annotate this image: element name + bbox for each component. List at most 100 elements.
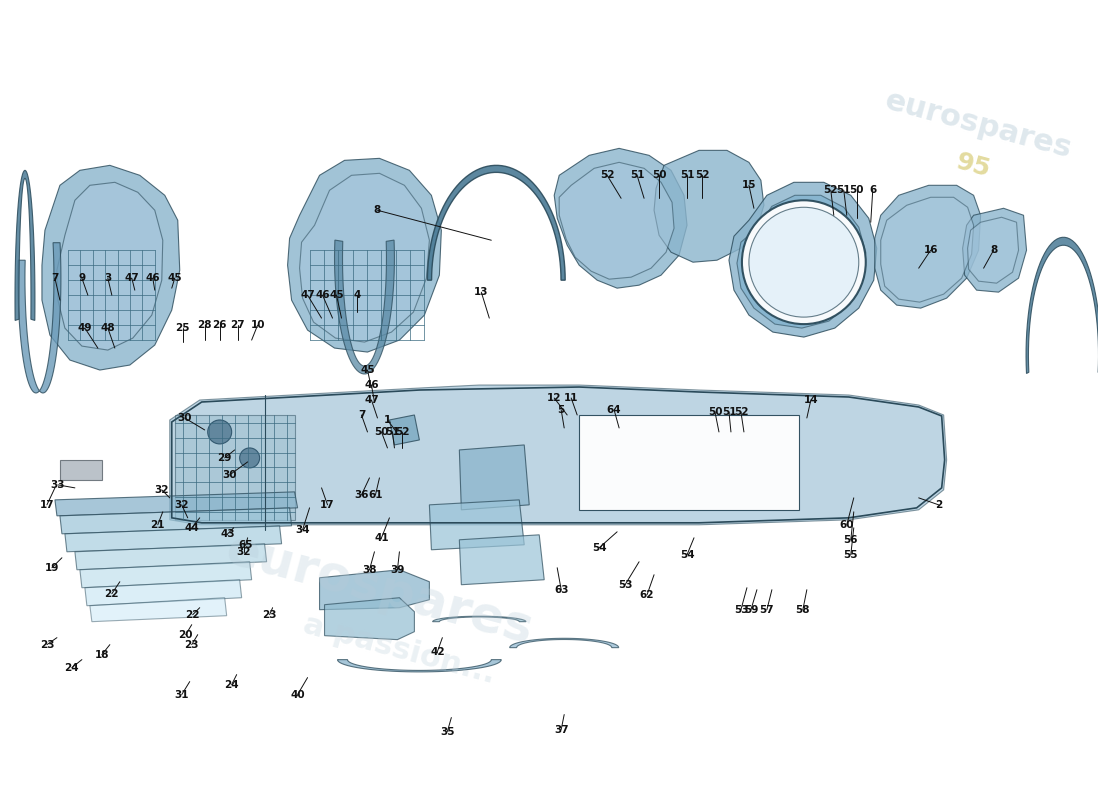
Text: 26: 26 [212,320,227,330]
Text: 58: 58 [795,605,810,614]
Text: 36: 36 [354,490,368,500]
Polygon shape [59,508,292,534]
Text: 47: 47 [124,273,140,283]
Text: 47: 47 [300,290,315,300]
Polygon shape [654,150,763,262]
Text: 56: 56 [844,534,858,545]
Polygon shape [432,616,526,622]
Text: 3: 3 [104,273,111,283]
Text: 39: 39 [390,565,405,574]
Text: 51: 51 [630,170,645,180]
Text: 32: 32 [154,485,169,495]
Polygon shape [324,598,415,640]
Text: 37: 37 [554,725,569,734]
Circle shape [749,207,859,317]
Circle shape [208,420,232,444]
Polygon shape [509,638,618,648]
Text: 41: 41 [374,533,388,543]
Text: 45: 45 [167,273,183,283]
Text: 38: 38 [362,565,376,574]
Text: a passion...: a passion... [300,610,498,690]
Text: 7: 7 [52,273,58,283]
Text: 45: 45 [329,290,344,300]
Text: 47: 47 [364,395,378,405]
Text: 34: 34 [295,525,310,535]
Polygon shape [460,445,529,510]
Polygon shape [334,240,395,374]
Text: 17: 17 [40,500,54,510]
Text: 48: 48 [100,323,116,333]
Text: 7: 7 [358,410,365,420]
Polygon shape [65,526,282,552]
Text: 22: 22 [186,610,200,620]
Polygon shape [338,660,502,672]
Text: 20: 20 [178,630,192,640]
Polygon shape [729,182,877,337]
Text: 13: 13 [474,287,488,297]
Text: 10: 10 [251,320,265,330]
Polygon shape [90,598,227,622]
Polygon shape [18,242,60,393]
Text: 11: 11 [564,393,579,403]
Text: 54: 54 [592,542,606,553]
Text: 22: 22 [104,589,119,598]
Text: 46: 46 [145,273,161,283]
Polygon shape [175,415,295,520]
Text: 60: 60 [839,520,854,530]
Text: 59: 59 [744,605,758,614]
Polygon shape [57,182,163,350]
Text: 52: 52 [600,170,615,180]
Polygon shape [881,198,974,302]
Bar [59,460,102,480]
Text: 43: 43 [220,529,235,539]
Text: 52: 52 [734,407,748,417]
Text: 49: 49 [78,323,92,333]
Text: 15: 15 [741,180,756,190]
Polygon shape [559,162,674,279]
Text: 27: 27 [230,320,245,330]
Text: 30: 30 [222,470,236,480]
Text: 31: 31 [175,690,189,699]
Text: 4: 4 [354,290,361,300]
Polygon shape [15,170,35,321]
Text: 42: 42 [430,646,444,657]
Text: 51: 51 [836,186,851,195]
Polygon shape [80,562,252,588]
Text: 24: 24 [65,662,79,673]
Text: 55: 55 [844,550,858,560]
Text: 44: 44 [185,523,199,533]
Text: eurospares: eurospares [220,526,539,654]
Text: 28: 28 [198,320,212,330]
Polygon shape [460,535,544,585]
Polygon shape [75,544,266,570]
Text: 45: 45 [360,365,375,375]
Text: 23: 23 [185,640,199,650]
Text: 53: 53 [618,580,632,590]
Text: 51: 51 [722,407,736,417]
Bar [580,415,799,510]
Text: 64: 64 [607,405,621,415]
Polygon shape [1026,238,1100,374]
Text: 63: 63 [554,585,569,594]
Text: 24: 24 [224,679,239,690]
Text: 23: 23 [40,640,54,650]
Text: eurospares: eurospares [882,86,1076,164]
Polygon shape [299,174,429,342]
Text: 50: 50 [652,170,667,180]
Text: 50: 50 [707,407,723,417]
Polygon shape [428,166,565,280]
Text: 35: 35 [440,726,454,737]
Text: 65: 65 [239,540,253,550]
Text: 29: 29 [218,453,232,463]
Text: 61: 61 [368,490,383,500]
Text: 9: 9 [78,273,86,283]
Polygon shape [85,580,242,606]
Polygon shape [874,186,980,308]
Polygon shape [319,570,429,610]
Text: 95: 95 [954,150,993,182]
Polygon shape [554,148,688,288]
Polygon shape [169,385,947,525]
Text: 8: 8 [990,246,998,255]
Text: 32: 32 [236,546,251,557]
Text: 2: 2 [935,500,943,510]
